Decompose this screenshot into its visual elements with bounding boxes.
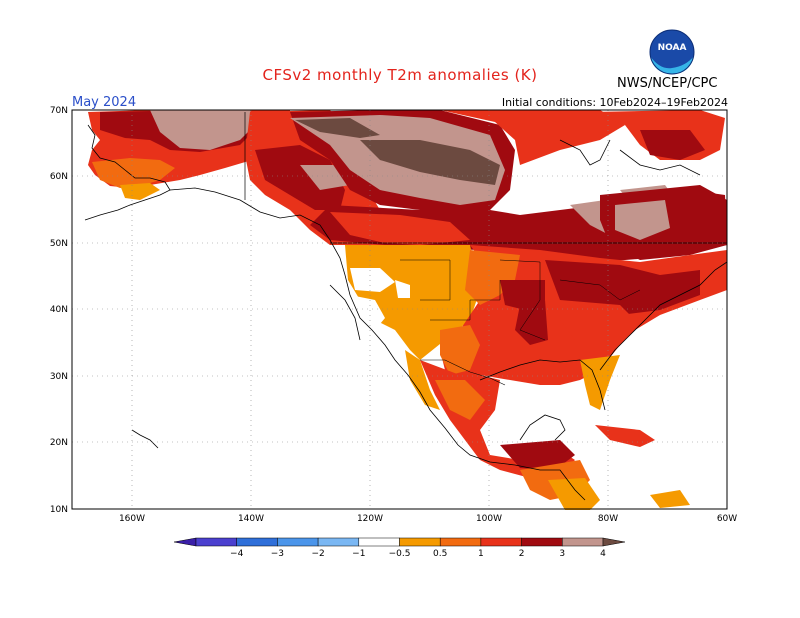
- lat-tick: 10N: [50, 505, 68, 515]
- colorbar-segment: [195, 537, 237, 547]
- anomaly-region: [120, 183, 160, 200]
- noaa-logo: NOAA: [649, 29, 695, 75]
- colorbar-segment: [480, 537, 522, 547]
- anomaly-region: [560, 300, 640, 345]
- graticule: [72, 110, 727, 509]
- anomaly-region: [150, 110, 255, 150]
- colorbar: −4 −3 −2 −1 −0.5 0.5 1 2 3 4: [173, 537, 626, 559]
- map-frame: [71, 109, 728, 510]
- lat-tick-labels: 70N 60N 50N 40N 30N 20N 10N: [50, 106, 68, 515]
- anomaly-region: [440, 110, 625, 165]
- lon-tick: 120W: [357, 514, 383, 524]
- colorbar-segment: [562, 537, 604, 547]
- colorbar-segment: [521, 537, 563, 547]
- colorbar-label: −1: [352, 549, 365, 559]
- colorbar-arrow-right: [602, 537, 626, 547]
- colorbar-label: −4: [230, 549, 244, 559]
- anomaly-region: [615, 200, 670, 240]
- lon-tick: 100W: [476, 514, 502, 524]
- anomaly-region: [595, 425, 655, 447]
- map-title: CFSv2 monthly T2m anomalies (K): [262, 66, 538, 84]
- valid-month: May 2024: [72, 95, 137, 110]
- lat-tick: 40N: [50, 305, 68, 315]
- agency-label: NWS/NCEP/CPC: [617, 76, 718, 91]
- colorbar-segment: [358, 537, 400, 547]
- anomaly-region: [92, 158, 175, 188]
- anomaly-region: [405, 350, 440, 410]
- anomaly-region: [350, 295, 385, 330]
- lat-tick: 60N: [50, 172, 68, 182]
- anomaly-region: [255, 145, 345, 210]
- colorbar-label: −3: [271, 549, 284, 559]
- lat-tick: 30N: [50, 372, 68, 382]
- anomaly-region: [360, 140, 500, 185]
- colorbar-label: 3: [559, 549, 565, 559]
- colorbar-label: 0.5: [433, 549, 447, 559]
- anomaly-region: [548, 478, 600, 510]
- anomaly-region: [395, 280, 410, 298]
- anomaly-region: [350, 268, 395, 292]
- lat-tick: 70N: [50, 106, 68, 116]
- colorbar-arrow-left: [173, 537, 197, 547]
- anomaly-region: [465, 250, 520, 305]
- anomaly-region: [640, 130, 705, 160]
- colorbar-label: 1: [478, 549, 484, 559]
- colorbar-segment: [236, 537, 278, 547]
- svg-text:NOAA: NOAA: [658, 43, 687, 53]
- colorbar-segment: [399, 537, 441, 547]
- colorbar-segment: [277, 537, 319, 547]
- colorbar-label: −0.5: [389, 549, 411, 559]
- lon-tick: 80W: [598, 514, 618, 524]
- anomaly-region: [295, 118, 380, 138]
- anomaly-region: [515, 300, 548, 345]
- colorbar-segment: [439, 537, 482, 547]
- lat-tick: 50N: [50, 239, 68, 249]
- lon-tick: 160W: [119, 514, 145, 524]
- initial-conditions: Initial conditions: 10Feb2024–19Feb2024: [501, 96, 728, 109]
- lon-tick-labels: 160W 140W 120W 100W 80W 60W: [119, 514, 737, 524]
- colorbar-label: 4: [600, 549, 606, 559]
- colorbar-segment: [317, 537, 360, 547]
- colorbar-label: 2: [519, 549, 525, 559]
- anomaly-region: [500, 440, 575, 470]
- anomaly-region: [435, 380, 485, 420]
- lon-tick: 140W: [238, 514, 264, 524]
- coastlines: [84, 112, 728, 501]
- anomaly-region: [330, 212, 470, 245]
- lat-tick: 20N: [50, 438, 68, 448]
- lon-tick: 60W: [717, 514, 737, 524]
- anomaly-region: [650, 490, 690, 508]
- colorbar-label: −2: [311, 549, 324, 559]
